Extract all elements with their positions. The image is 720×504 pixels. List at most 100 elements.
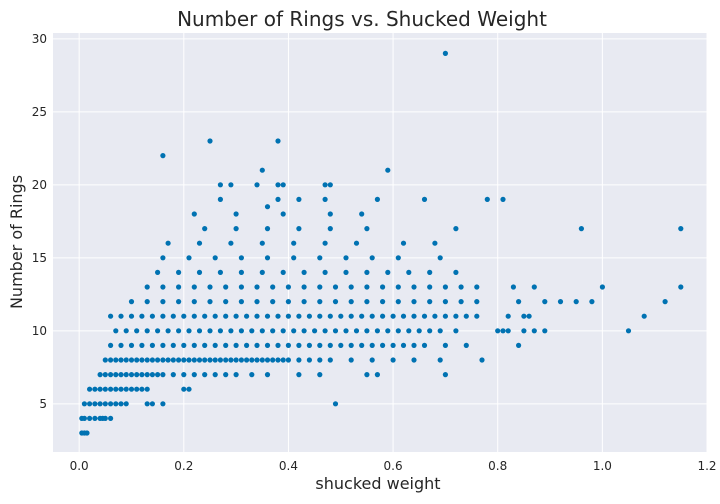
data-point xyxy=(458,299,464,305)
data-point xyxy=(181,372,187,378)
data-point xyxy=(343,269,349,275)
data-point xyxy=(474,313,480,319)
data-point xyxy=(411,342,417,348)
data-point xyxy=(160,372,166,378)
data-point xyxy=(259,167,265,173)
data-point xyxy=(432,240,438,246)
data-point xyxy=(327,226,333,232)
data-point xyxy=(411,299,417,305)
data-point xyxy=(108,386,114,392)
data-point xyxy=(301,269,307,275)
data-point xyxy=(233,226,239,232)
data-point xyxy=(332,284,339,290)
y-tick-labels: 5 10 15 20 25 30 xyxy=(32,32,47,411)
data-point xyxy=(217,196,223,202)
data-point xyxy=(327,342,333,348)
data-point xyxy=(249,372,255,378)
data-point xyxy=(296,313,302,319)
data-point xyxy=(155,372,161,378)
data-point xyxy=(139,357,145,363)
y-tick-label: 10 xyxy=(32,324,47,338)
x-axis-label: shucked weight xyxy=(315,474,440,493)
data-point xyxy=(186,357,192,363)
data-point xyxy=(264,372,271,378)
data-point xyxy=(348,299,354,305)
y-tick-label: 25 xyxy=(32,105,47,119)
data-point xyxy=(317,284,323,290)
data-point xyxy=(176,269,182,275)
y-tick-label: 5 xyxy=(39,397,47,411)
data-point xyxy=(285,313,291,319)
data-point xyxy=(238,299,244,305)
data-point xyxy=(395,255,401,261)
data-point xyxy=(442,372,448,378)
data-point xyxy=(322,269,328,275)
data-point xyxy=(217,328,223,334)
data-point xyxy=(484,196,490,202)
data-point xyxy=(191,313,197,319)
data-point xyxy=(160,153,166,159)
data-point xyxy=(134,328,140,334)
data-point xyxy=(160,313,166,319)
data-point xyxy=(285,342,291,348)
data-point xyxy=(196,357,203,363)
data-point xyxy=(280,182,286,188)
data-point xyxy=(254,284,260,290)
data-point xyxy=(390,357,396,363)
data-point xyxy=(500,328,506,334)
data-point xyxy=(123,386,129,392)
data-point xyxy=(296,372,302,378)
data-point xyxy=(474,299,480,305)
data-point xyxy=(212,372,218,378)
data-point xyxy=(181,313,187,319)
data-point xyxy=(411,284,417,290)
data-point xyxy=(322,328,328,334)
data-point xyxy=(92,401,98,407)
chart-title: Number of Rings vs. Shucked Weight xyxy=(177,7,547,31)
data-point xyxy=(662,299,668,305)
data-point xyxy=(113,328,119,334)
data-point xyxy=(374,372,380,378)
data-point xyxy=(275,342,281,348)
data-point xyxy=(411,313,417,319)
data-point xyxy=(160,342,166,348)
data-point xyxy=(542,299,548,305)
data-point xyxy=(254,313,260,319)
data-point xyxy=(317,255,323,261)
data-point xyxy=(118,386,124,392)
data-point xyxy=(160,357,166,363)
data-point xyxy=(327,313,333,319)
data-point xyxy=(144,386,150,392)
data-point xyxy=(202,372,208,378)
data-point xyxy=(233,342,239,348)
data-point xyxy=(249,328,255,334)
data-point xyxy=(165,357,171,363)
data-point xyxy=(400,313,407,319)
data-point xyxy=(359,342,365,348)
data-point xyxy=(186,255,192,261)
data-point xyxy=(463,342,469,348)
data-point xyxy=(134,386,140,392)
data-point xyxy=(238,269,244,275)
data-point xyxy=(144,299,150,305)
data-point xyxy=(176,299,182,305)
data-point xyxy=(108,401,114,407)
data-point xyxy=(118,313,124,319)
data-point xyxy=(186,328,192,334)
data-point xyxy=(442,284,448,290)
data-point xyxy=(144,372,150,378)
data-point xyxy=(181,342,187,348)
data-point xyxy=(97,386,103,392)
data-point xyxy=(149,313,155,319)
data-point xyxy=(380,284,386,290)
data-point xyxy=(92,386,98,392)
data-point xyxy=(296,226,302,232)
data-point xyxy=(359,313,365,319)
grid-lines xyxy=(53,33,708,452)
data-point xyxy=(264,204,271,210)
data-point xyxy=(238,284,244,290)
data-point xyxy=(108,357,114,363)
data-point xyxy=(427,269,433,275)
data-point xyxy=(332,328,339,334)
data-point xyxy=(348,313,354,319)
